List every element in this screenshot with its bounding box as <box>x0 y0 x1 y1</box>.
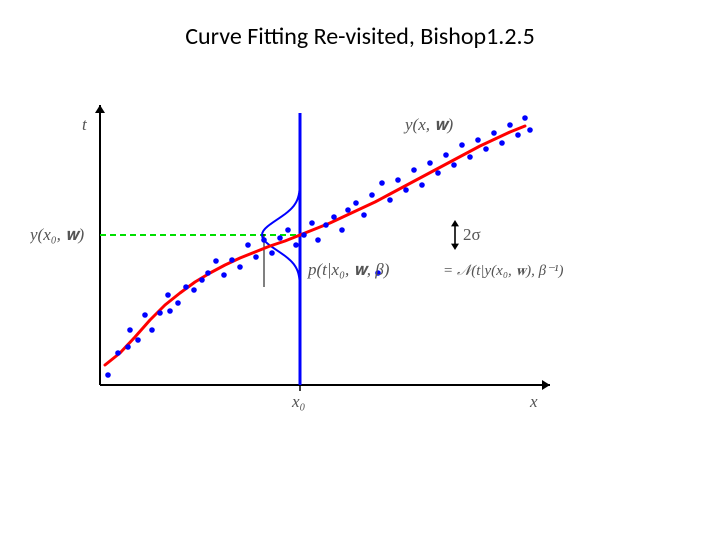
y-x0w-label: y(x₀, 𝐰) <box>30 225 84 244</box>
data-point <box>105 372 111 378</box>
data-point <box>135 337 141 343</box>
y-xw-label: y(x, 𝐰) <box>403 115 454 134</box>
data-point <box>443 152 449 158</box>
data-point <box>411 167 417 173</box>
x0-tick-label: x₀ <box>291 392 306 411</box>
data-point <box>149 327 155 333</box>
data-point <box>277 235 283 241</box>
normal-dist-label: = 𝒩(t|y(x₀, 𝐰), β⁻¹) <box>443 263 563 279</box>
data-point <box>261 237 267 243</box>
p-label: p(t|x₀, 𝐰, β) <box>307 260 390 279</box>
data-point <box>451 162 457 168</box>
data-point <box>229 257 235 263</box>
data-point <box>435 170 441 176</box>
data-point <box>379 180 385 186</box>
data-point <box>387 197 393 203</box>
data-point <box>369 192 375 198</box>
data-point <box>253 254 259 260</box>
two-sigma-label: 2σ <box>463 225 481 244</box>
data-point <box>331 214 337 220</box>
data-point <box>507 122 513 128</box>
data-point <box>323 222 329 228</box>
data-point <box>361 212 367 218</box>
data-point <box>427 160 433 166</box>
fitted-curve <box>105 126 525 365</box>
data-point <box>527 127 533 133</box>
data-point <box>245 242 251 248</box>
data-point <box>475 137 481 143</box>
data-point <box>309 220 315 226</box>
data-point <box>491 130 497 136</box>
data-point <box>353 200 359 206</box>
data-point <box>167 308 173 314</box>
curve-fitting-chart: x t x₀ 2σ y(x, 𝐰) y(x₀, 𝐰) p(t|x₀, 𝐰, β) = 𝒩(t|… <box>30 85 590 415</box>
data-point <box>269 250 275 256</box>
data-point <box>499 140 505 146</box>
data-point <box>515 132 521 138</box>
data-point <box>483 146 489 152</box>
data-point <box>125 344 131 350</box>
data-point <box>285 227 291 233</box>
data-point <box>419 182 425 188</box>
data-point <box>175 300 181 306</box>
x-axis-label: x <box>529 392 538 411</box>
data-point <box>293 242 299 248</box>
data-point <box>142 312 148 318</box>
data-point <box>127 327 133 333</box>
data-point <box>315 237 321 243</box>
data-point <box>221 272 227 278</box>
data-point <box>522 115 528 121</box>
data-point <box>157 310 163 316</box>
data-point <box>459 142 465 148</box>
data-point <box>115 350 121 356</box>
data-point <box>199 277 205 283</box>
y-axis-label: t <box>82 115 88 134</box>
data-point <box>205 270 211 276</box>
data-point <box>345 207 351 213</box>
data-point <box>395 177 401 183</box>
page-title: Curve Fitting Re-visited, Bishop1.2.5 <box>0 22 720 51</box>
data-point <box>467 154 473 160</box>
data-point <box>191 287 197 293</box>
data-point <box>403 187 409 193</box>
data-point <box>213 258 219 264</box>
data-point <box>339 227 345 233</box>
data-point <box>237 264 243 270</box>
data-point <box>183 284 189 290</box>
data-point <box>165 292 171 298</box>
data-point <box>301 232 307 238</box>
